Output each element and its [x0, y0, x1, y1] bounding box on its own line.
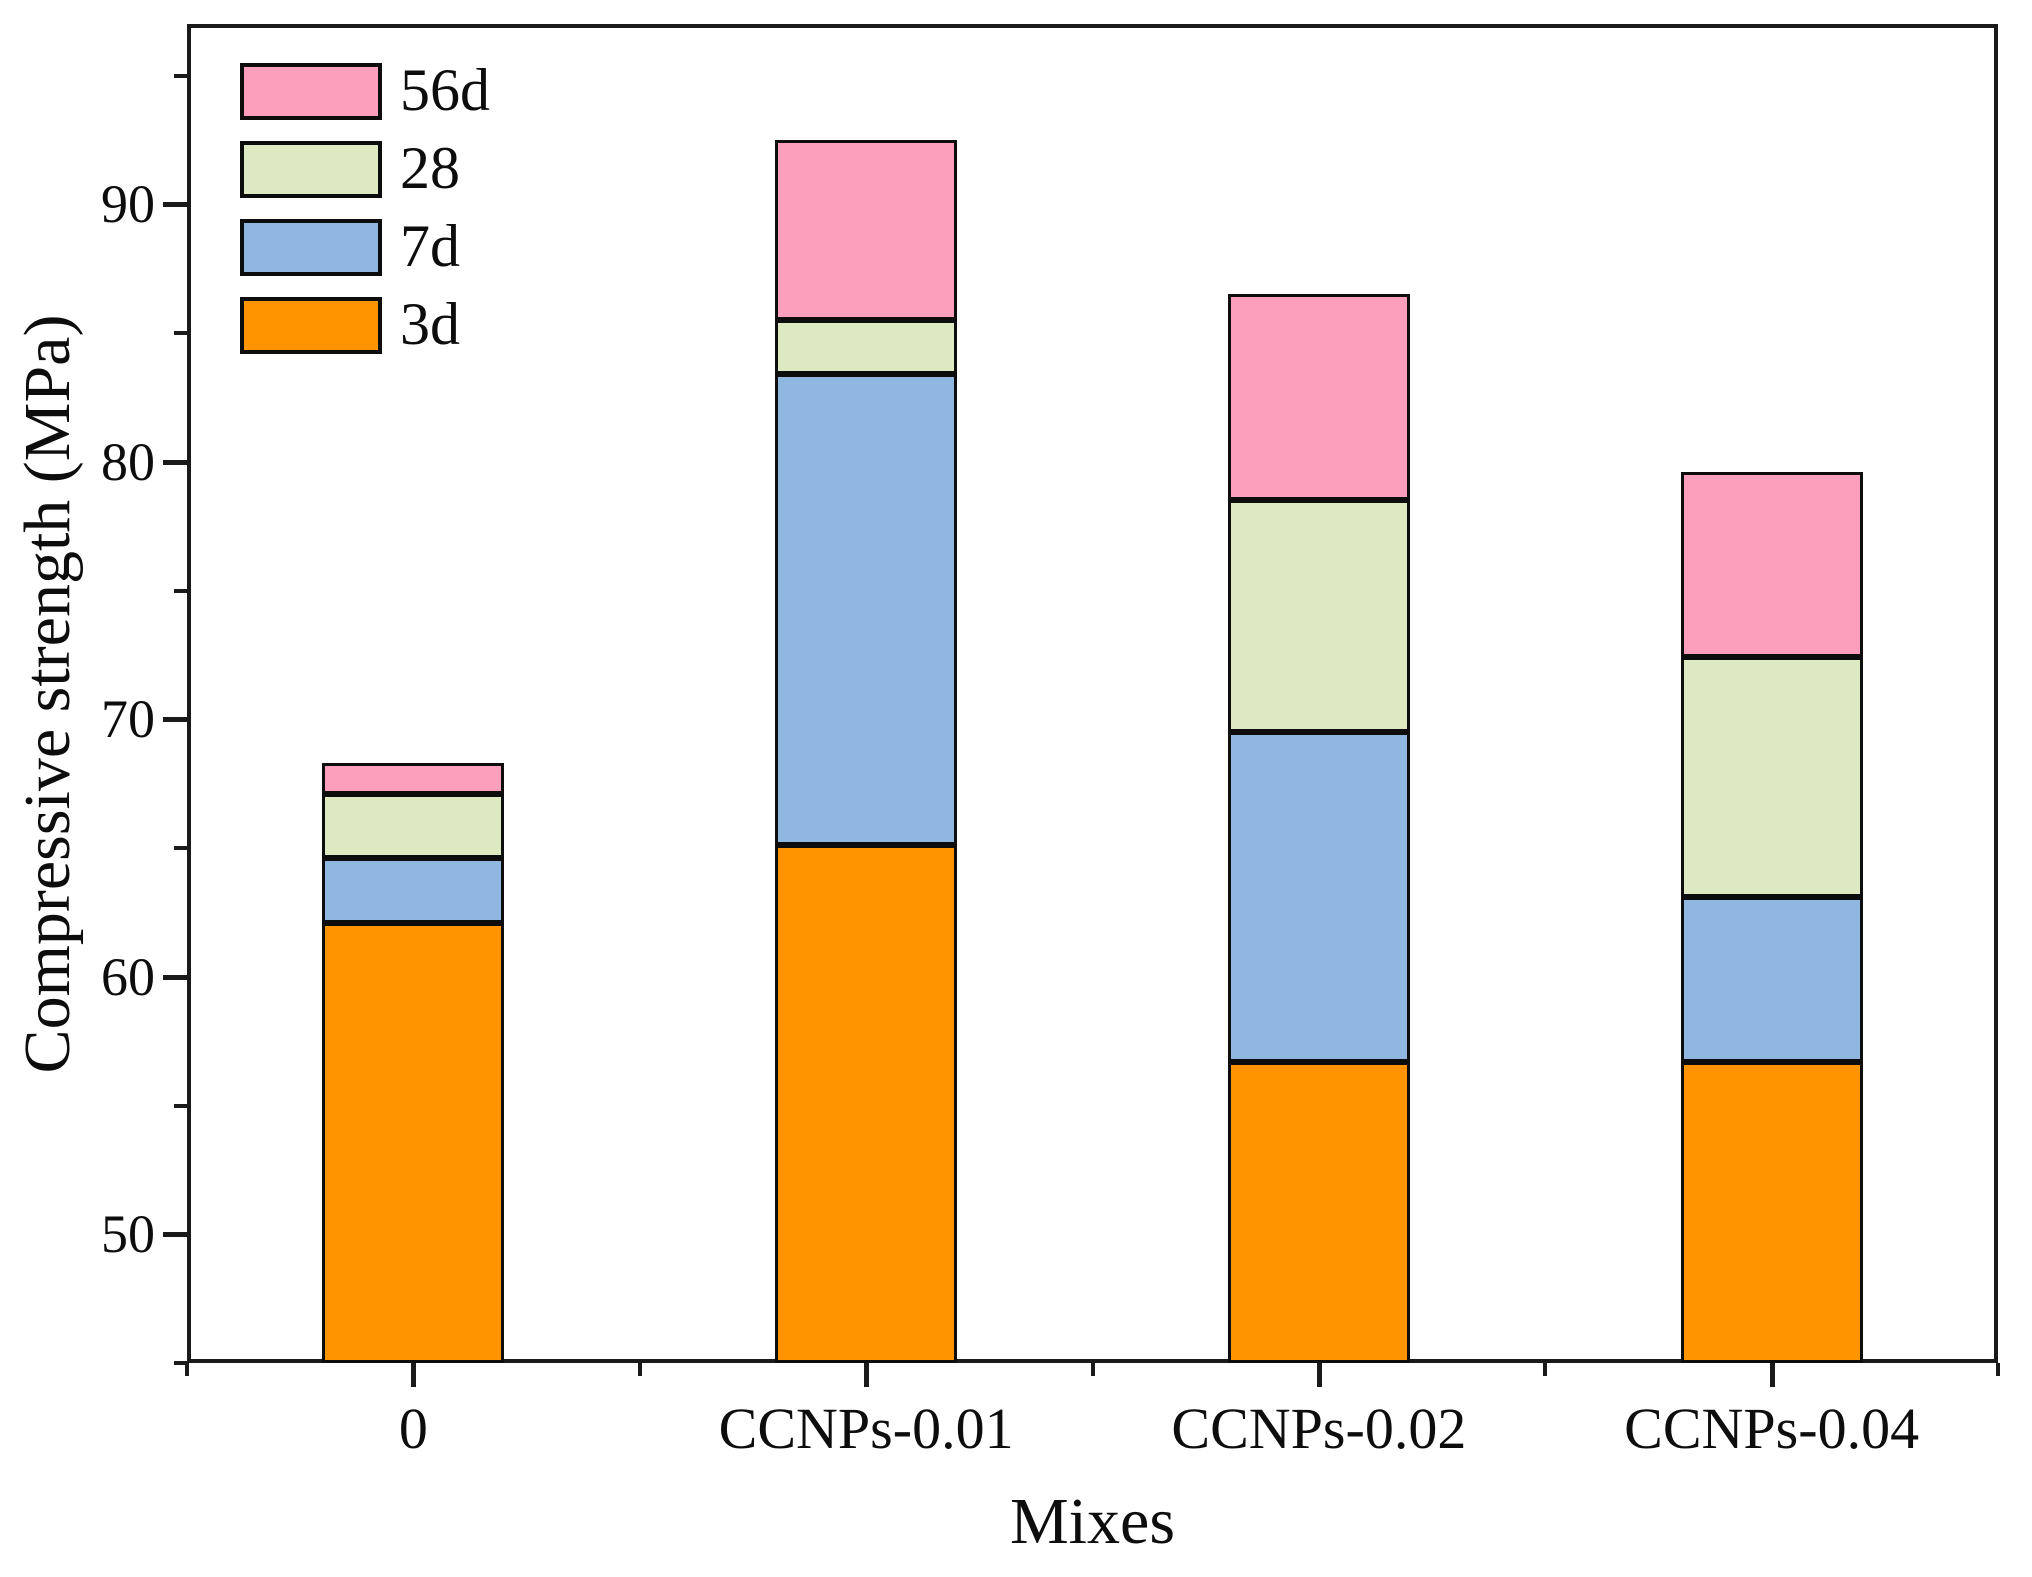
y-minor-tick	[174, 1103, 187, 1108]
x-minor-tick	[1996, 1363, 2000, 1376]
bar-segment-56d-0	[322, 763, 505, 794]
x-category-label: CCNPs-0.04	[1624, 1396, 1920, 1461]
legend-swatch-3d	[240, 297, 382, 354]
x-major-tick	[411, 1363, 417, 1387]
x-axis-title: Mixes	[1010, 1485, 1175, 1558]
y-tick-label: 90	[101, 174, 155, 235]
x-minor-tick	[1543, 1363, 1548, 1376]
x-minor-tick	[1090, 1363, 1095, 1376]
legend-label-28: 28	[400, 135, 460, 201]
bar-segment-3d-CCNPs-0.04	[1680, 1061, 1863, 1363]
y-tick-label: 70	[101, 689, 155, 750]
legend-swatch-28	[240, 141, 382, 198]
bar-segment-28-CCNPs-0.02	[1227, 500, 1410, 733]
y-axis-title: Compressive strength (MPa)	[11, 314, 84, 1073]
x-category-label: 0	[398, 1396, 428, 1461]
x-major-tick	[1769, 1363, 1775, 1387]
legend-swatch-7d	[240, 219, 382, 276]
y-minor-tick	[174, 331, 187, 335]
y-minor-tick	[174, 1361, 187, 1365]
bar-segment-3d-CCNPs-0.01	[775, 845, 958, 1363]
bar-segment-7d-CCNPs-0.02	[1227, 732, 1410, 1062]
y-major-tick	[163, 717, 187, 723]
y-major-tick	[163, 459, 187, 465]
x-major-tick	[864, 1363, 870, 1387]
bar-segment-56d-CCNPs-0.01	[775, 139, 958, 321]
bar-segment-28-0	[322, 793, 505, 859]
bar-segment-7d-0	[322, 858, 505, 923]
bar-segment-3d-CCNPs-0.02	[1227, 1061, 1410, 1363]
y-minor-tick	[174, 73, 187, 78]
x-major-tick	[1316, 1363, 1322, 1387]
y-major-tick	[163, 974, 187, 980]
y-minor-tick	[174, 846, 187, 850]
legend-swatch-56d	[240, 63, 382, 120]
legend-label-3d: 3d	[400, 291, 460, 357]
y-major-tick	[163, 202, 187, 208]
legend-label-56d: 56d	[400, 57, 490, 123]
x-category-label: CCNPs-0.02	[1171, 1396, 1467, 1461]
bar-segment-7d-CCNPs-0.04	[1680, 896, 1863, 1062]
y-tick-label: 60	[101, 946, 155, 1007]
bar-segment-56d-CCNPs-0.04	[1680, 472, 1863, 658]
y-tick-label: 80	[101, 431, 155, 492]
x-category-label: CCNPs-0.01	[718, 1396, 1014, 1461]
y-major-tick	[163, 1232, 187, 1238]
x-minor-tick	[637, 1363, 642, 1376]
y-tick-label: 50	[101, 1204, 155, 1265]
bar-segment-3d-0	[322, 922, 505, 1363]
bar-segment-56d-CCNPs-0.02	[1227, 294, 1410, 501]
bar-segment-28-CCNPs-0.01	[775, 320, 958, 375]
x-minor-tick	[185, 1363, 189, 1376]
legend-label-7d: 7d	[400, 213, 460, 279]
bar-segment-28-CCNPs-0.04	[1680, 657, 1863, 897]
y-minor-tick	[174, 588, 187, 593]
bar-segment-7d-CCNPs-0.01	[775, 374, 958, 846]
